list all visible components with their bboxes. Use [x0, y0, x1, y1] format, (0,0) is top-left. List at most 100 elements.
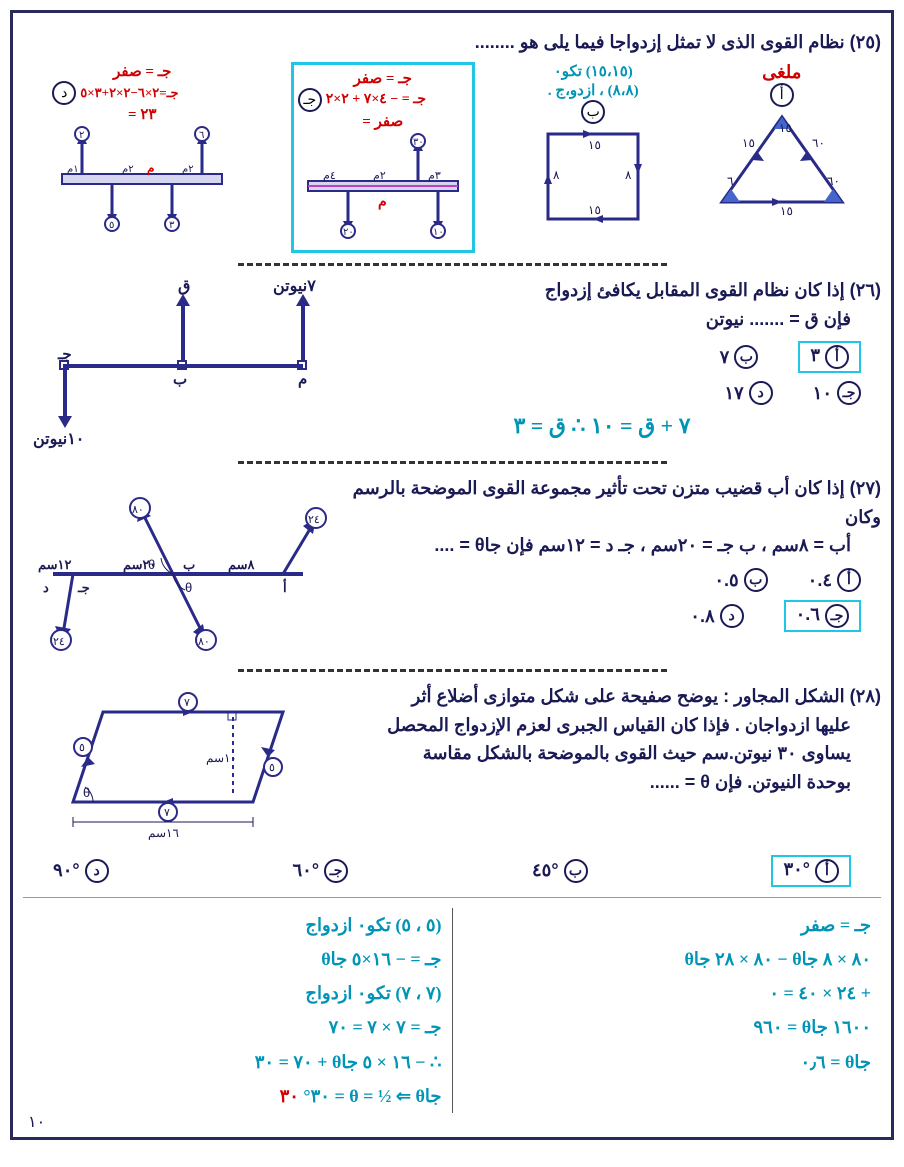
triangle-diagram: ٦٠ ١٥ ١٥ ٦٠ ٦٠ ١٥ — [712, 107, 852, 217]
svg-text:٥: ٥ — [109, 220, 114, 231]
q25-ann-d2: جـ=٢×٦−٢×٢+٣×٥ — [80, 85, 178, 101]
work-right: جـ = صفر ٨٠ × ٨ جاθ − ٨٠ × ٢٨ جاθ + ٢٤ ×… — [453, 898, 882, 1123]
q25-ann-d3: = ٢٣ — [52, 105, 232, 124]
separator-icon — [238, 669, 667, 672]
svg-text:١٥: ١٥ — [588, 203, 601, 217]
q27-opt-a: أ ٠.٤ — [808, 568, 861, 592]
svg-text:٨سم: ٨سم — [228, 557, 256, 573]
q27: ٨٠ ٢٤ ٨٠ ٢٤ θ θ أ ٨سم ب ٢٠سم جـ ١٢سم — [23, 474, 881, 659]
wr5: جاθ = ٠٫٦ — [463, 1045, 872, 1079]
wl3: (٧ ، ٧) تكو٠ ازدواج — [33, 976, 442, 1010]
svg-text:٣م: ٣م — [428, 170, 441, 182]
wl6-red: ٣٠ — [280, 1086, 299, 1106]
page-frame: (٢٥) نظام القوى الذى لا تمثل إزدواجا فيم… — [10, 10, 894, 1140]
svg-text:ب: ب — [183, 557, 195, 572]
svg-text:١٥: ١٥ — [588, 138, 601, 152]
opt-circle-c: جـ — [298, 88, 322, 112]
svg-text:د: د — [43, 580, 49, 595]
svg-text:م: م — [298, 371, 307, 388]
q26-options-2: جـ ١٠ د ١٧ — [323, 381, 861, 405]
q25-opt-b: (١٥،١٥) تكو٠ (٨،٨) ، ازدو،ج . ب ١٥ ١٥ ٨ … — [533, 62, 653, 239]
svg-text:جـ: جـ — [57, 346, 72, 363]
svg-text:١٠سم: ١٠سم — [206, 751, 237, 765]
svg-text:٢م: ٢م — [122, 164, 134, 175]
page-number: ١٠ — [28, 1112, 45, 1132]
svg-text:٨٠: ٨٠ — [132, 504, 144, 516]
q25-ann-c2: جـ = − ٤×٧ + ٢×٢ — [326, 91, 426, 108]
q25-body: نظام القوى الذى لا تمثل إزدواجا فيما يلى… — [475, 32, 845, 52]
wr1: جـ = صفر — [463, 908, 872, 942]
q25-ann-d1: جـ = صفر — [52, 62, 232, 81]
svg-text:٢٤: ٢٤ — [308, 514, 320, 526]
wl2: جـ = − ١٦×٥ جاθ — [33, 942, 442, 976]
q25-text: (٢٥) نظام القوى الذى لا تمثل إزدواجا فيم… — [23, 28, 881, 57]
svg-text:جـ: جـ — [77, 580, 90, 595]
svg-text:٢٠سم: ٢٠سم — [123, 557, 157, 573]
q27-opt-c: جـ ٠.٦ — [784, 600, 861, 632]
q25-ann-b1: (١٥،١٥) تكو٠ — [533, 62, 653, 81]
svg-text:٥: ٥ — [79, 742, 85, 754]
svg-text:ق: ق — [178, 278, 190, 295]
opt-circle-d: د — [52, 81, 76, 105]
q25-ann-c1: جـ = صفر — [298, 69, 468, 88]
svg-text:١٥: ١٥ — [780, 204, 793, 218]
svg-text:أ: أ — [283, 579, 287, 595]
q25-diagrams: ملغى أ ٦٠ ١٥ ١٥ ٦٠ ٦٠ ١٥ — [23, 62, 881, 253]
svg-text:٣٠: ٣٠ — [413, 137, 424, 148]
q28-l1: الشكل المجاور : يوضح صفيحة على شكل متواز… — [412, 686, 845, 706]
q26-opt-c: جـ ١٠ — [813, 381, 861, 405]
q25-number: (٢٥) — [850, 32, 881, 52]
wr2: ٨٠ × ٨ جاθ − ٨٠ × ٢٨ جاθ — [463, 942, 872, 976]
wl4: جـ = ٧ × ٧ = ٧٠ — [33, 1010, 442, 1044]
q25: (٢٥) نظام القوى الذى لا تمثل إزدواجا فيم… — [23, 28, 881, 253]
separator-icon — [238, 461, 667, 464]
svg-text:٨: ٨ — [625, 168, 632, 182]
q27-options-2: جـ ٠.٦ د ٠.٨ — [323, 600, 861, 632]
q25-opt-c: جـ = صفر جـ جـ = − ٤×٧ + ٢×٢ = صفر ٣٠ — [291, 62, 475, 253]
q25-ann-c3: = صفر — [298, 112, 468, 131]
svg-text:١٦سم: ١٦سم — [148, 826, 179, 840]
wl1: (٥ ، ٥) تكو٠ ازدواج — [33, 908, 442, 942]
wr3: + ٢٤ × ٤٠ = ٠ — [463, 976, 872, 1010]
q28-opt-c: جـ °٦٠ — [293, 855, 349, 887]
svg-text:م: م — [147, 161, 154, 176]
q28-opt-d: د °٩٠ — [53, 855, 109, 887]
q26-opt-d: د ١٧ — [724, 381, 772, 405]
q26-number: (٢٦) — [850, 280, 881, 300]
q26-opt-a: أ ٣ — [798, 341, 861, 373]
q28: ٧ ٧ ٥ ٥ ١٠سم ١٦سم θ (٢٨) — [23, 682, 881, 887]
beam-c-diagram: ٣٠ ٢٠ ١٠ ٤م ٢م ٣م م — [298, 131, 468, 241]
svg-text:٧نيوتن: ٧نيوتن — [273, 278, 316, 296]
svg-text:٧: ٧ — [164, 807, 170, 819]
q26-options-1: أ ٣ ب ٧ — [323, 341, 861, 373]
svg-text:١٢سم: ١٢سم — [38, 557, 72, 573]
svg-text:ب: ب — [173, 371, 187, 388]
q28-opt-a: أ °٣٠ — [771, 855, 851, 887]
svg-text:١٠نيوتن: ١٠نيوتن — [33, 431, 84, 449]
svg-text:٢٠: ٢٠ — [343, 227, 354, 238]
work-left: (٥ ، ٥) تكو٠ ازدواج جـ = − ١٦×٥ جاθ (٧ ،… — [23, 898, 452, 1123]
q25-opt-a: ملغى أ ٦٠ ١٥ ١٥ ٦٠ ٦٠ ١٥ — [712, 62, 852, 222]
q27-opt-d: د ٠.٨ — [690, 600, 743, 632]
q27-opt-b: ب ٠.٥ — [714, 568, 767, 592]
q25-ann-b2: (٨،٨) ، ازدو،ج . — [533, 81, 653, 100]
svg-text:θ: θ — [83, 785, 90, 800]
q26-opt-b: ب ٧ — [720, 341, 759, 373]
svg-text:١٥: ١٥ — [742, 136, 755, 150]
separator-icon — [238, 263, 667, 266]
wr4: ١٦٠٠ جاθ = ٩٦٠ — [463, 1010, 872, 1044]
svg-text:١م: ١م — [67, 164, 79, 175]
q28-opt-b: ب °٤٥ — [532, 855, 588, 887]
handwritten-work: (٥ ، ٥) تكو٠ ازدواج جـ = − ١٦×٥ جاθ (٧ ،… — [23, 897, 881, 1123]
svg-text:٦: ٦ — [199, 130, 204, 141]
svg-text:م: م — [378, 193, 387, 210]
opt-circle-b: ب — [581, 100, 605, 124]
svg-text:٤م: ٤م — [323, 170, 336, 182]
q28-diagram: ٧ ٧ ٥ ٥ ١٠سم ١٦سم θ — [23, 682, 303, 847]
q26-body: إذا كان نظام القوى المقابل يكافئ إزدواج — [545, 280, 845, 300]
svg-text:٢٤: ٢٤ — [53, 636, 65, 648]
svg-text:٢م: ٢م — [373, 170, 386, 182]
svg-text:٨: ٨ — [553, 168, 560, 182]
q27-body: إذا كان أب قضيب متزن تحت تأثير مجموعة ال… — [353, 478, 881, 527]
svg-text:٥: ٥ — [269, 762, 275, 774]
